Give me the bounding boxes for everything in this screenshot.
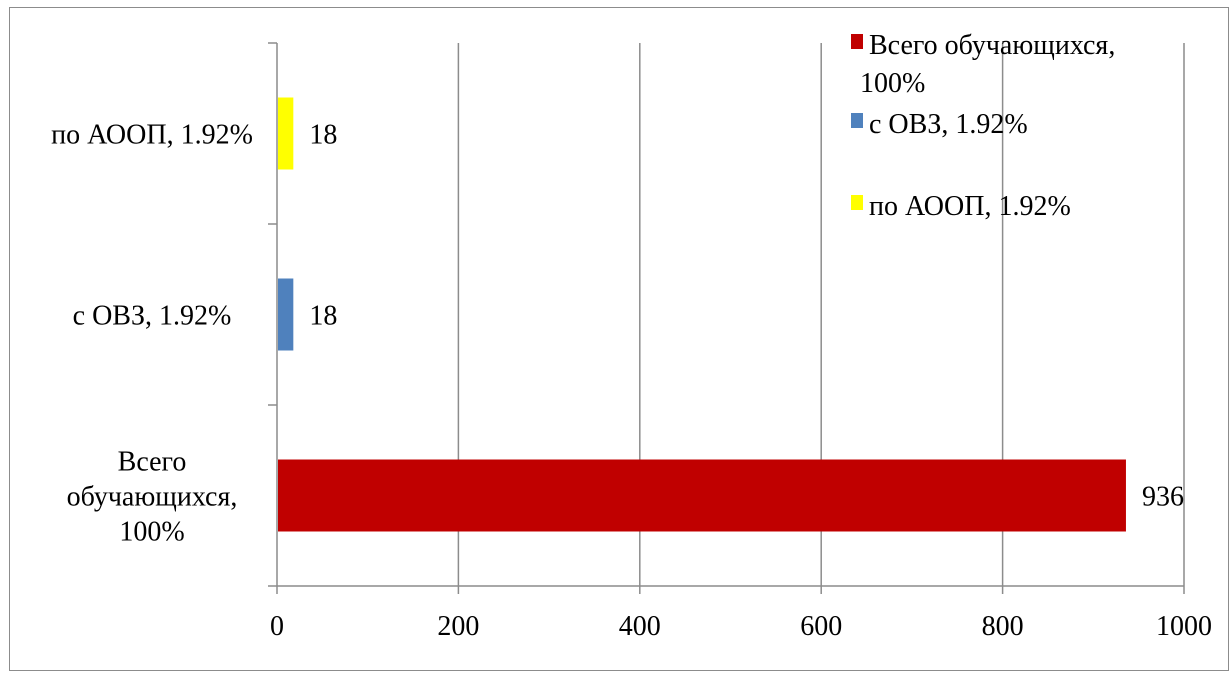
category-label-line: Всего bbox=[118, 447, 187, 478]
legend-label: 100% bbox=[860, 68, 925, 99]
category-label-line: обучающихся, bbox=[67, 482, 238, 513]
category-label-line: с ОВЗ, 1.92% bbox=[73, 301, 232, 332]
data-label: 18 bbox=[309, 120, 337, 151]
x-tick-label: 200 bbox=[437, 611, 479, 642]
category-label-line: 100% bbox=[119, 517, 184, 548]
bar bbox=[278, 97, 294, 170]
x-tick-label: 400 bbox=[619, 611, 661, 642]
legend-swatch bbox=[851, 113, 863, 128]
x-tick-label: 800 bbox=[982, 611, 1024, 642]
legend-swatch bbox=[851, 34, 863, 49]
category-label: Всего обучающихся, 100% bbox=[67, 447, 238, 548]
x-tick-label: 600 bbox=[800, 611, 842, 642]
category-label: по АООП, 1.92% bbox=[51, 120, 253, 151]
legend-swatch bbox=[851, 195, 863, 210]
legend-label: Всего обучающихся, bbox=[869, 30, 1115, 61]
bar bbox=[278, 459, 1126, 532]
x-tick-label: 0 bbox=[270, 611, 284, 642]
legend-label: с ОВЗ, 1.92% bbox=[869, 109, 1028, 140]
category-label: с ОВЗ, 1.92% bbox=[73, 301, 232, 332]
category-label-line: по АООП, 1.92% bbox=[51, 120, 253, 151]
data-label: 936 bbox=[1142, 482, 1184, 513]
x-tick-label: 1000 bbox=[1156, 611, 1212, 642]
bar bbox=[278, 278, 294, 351]
chart-frame bbox=[9, 7, 1229, 671]
data-label: 18 bbox=[309, 301, 337, 332]
legend-label: по АООП, 1.92% bbox=[869, 191, 1071, 222]
